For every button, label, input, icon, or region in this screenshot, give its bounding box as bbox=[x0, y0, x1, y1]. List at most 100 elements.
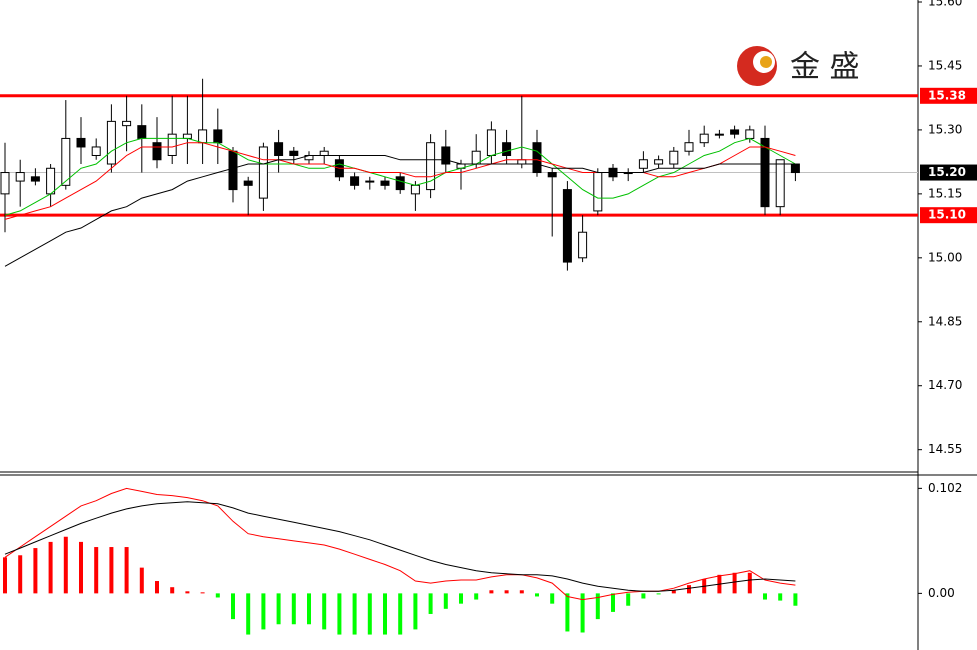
candle-body bbox=[669, 150, 679, 165]
candle-body bbox=[350, 176, 360, 186]
histogram-bar bbox=[200, 592, 205, 594]
candle-body bbox=[122, 120, 132, 127]
histogram-bar bbox=[626, 593, 631, 606]
candle-body bbox=[30, 176, 40, 182]
candle-body bbox=[167, 133, 177, 156]
histogram-bar bbox=[261, 593, 266, 630]
histogram-bar bbox=[398, 593, 403, 635]
histogram-bar bbox=[459, 593, 463, 604]
indicator-line bbox=[4, 137, 796, 216]
y-tick-label: 15.45 bbox=[928, 58, 962, 72]
histogram-bar bbox=[170, 587, 175, 594]
histogram-bar bbox=[367, 593, 372, 635]
candle-body bbox=[699, 133, 709, 144]
y-tick-label: 15.60 bbox=[928, 0, 962, 9]
indicator-line bbox=[4, 501, 796, 592]
candle-body bbox=[684, 142, 694, 152]
candle-body bbox=[760, 137, 770, 208]
histogram-bar bbox=[383, 593, 387, 635]
histogram-bar bbox=[428, 593, 433, 614]
histogram-bar bbox=[565, 593, 570, 632]
indicator-line bbox=[4, 142, 796, 220]
candle-body bbox=[182, 133, 192, 139]
logo-text: 金 盛 bbox=[790, 50, 860, 85]
level-label-box bbox=[920, 207, 977, 224]
candle-body bbox=[91, 146, 101, 156]
histogram-bar bbox=[352, 593, 357, 635]
histogram-bar bbox=[687, 585, 691, 594]
histogram-bar bbox=[307, 593, 311, 625]
histogram-bar bbox=[155, 581, 159, 594]
histogram-bar bbox=[611, 593, 615, 612]
candle-body bbox=[775, 159, 785, 208]
candle-body bbox=[790, 163, 800, 174]
candle-body bbox=[258, 146, 268, 199]
level-label: 15.20 bbox=[928, 165, 966, 179]
candle-body bbox=[61, 137, 71, 186]
candle-body bbox=[137, 125, 147, 139]
histogram-bar bbox=[550, 593, 555, 604]
y-tick-label: 15.30 bbox=[928, 122, 962, 136]
candle-body bbox=[15, 172, 25, 182]
candle-body bbox=[593, 172, 603, 212]
candle-body bbox=[486, 129, 496, 156]
histogram-bar bbox=[747, 572, 752, 594]
indicator-line bbox=[4, 487, 796, 601]
candle-body bbox=[426, 142, 436, 191]
histogram-bar bbox=[671, 590, 676, 594]
histogram-bar bbox=[139, 567, 144, 594]
histogram-bar bbox=[63, 536, 68, 594]
level-label: 15.38 bbox=[928, 88, 966, 102]
candle-body bbox=[517, 159, 527, 165]
histogram-bar bbox=[504, 590, 509, 594]
y-tick-label: 15.15 bbox=[928, 186, 962, 200]
histogram-bar bbox=[413, 593, 418, 630]
histogram-bar bbox=[18, 555, 23, 594]
candle-body bbox=[380, 180, 390, 186]
candle-body bbox=[152, 142, 162, 161]
histogram-bar bbox=[732, 572, 737, 594]
candle-body bbox=[274, 142, 284, 156]
histogram-bar bbox=[489, 590, 494, 594]
candle-body bbox=[745, 129, 755, 139]
candle-body bbox=[106, 120, 116, 165]
level-label: 15.10 bbox=[928, 208, 966, 222]
y-tick-label: 14.85 bbox=[928, 314, 962, 328]
candle-body bbox=[395, 176, 405, 191]
y-tick-label: 0.00 bbox=[928, 586, 955, 600]
histogram-bar bbox=[763, 593, 767, 600]
histogram-bar bbox=[109, 547, 114, 594]
histogram-bar bbox=[231, 593, 235, 620]
histogram-bar bbox=[656, 593, 661, 595]
candle-body bbox=[213, 129, 223, 144]
histogram-bar bbox=[124, 547, 129, 594]
candle-body bbox=[289, 150, 299, 156]
candle-body bbox=[532, 142, 542, 174]
histogram-bar bbox=[474, 593, 479, 600]
y-tick-label: 14.55 bbox=[928, 442, 962, 456]
candle-body bbox=[441, 146, 451, 165]
histogram-bar bbox=[79, 541, 83, 594]
candle-body bbox=[198, 129, 208, 144]
histogram-bar bbox=[185, 591, 190, 594]
y-tick-label: 15.00 bbox=[928, 250, 962, 264]
level-label-box bbox=[920, 87, 977, 104]
candle-body bbox=[46, 167, 56, 195]
candle-body bbox=[243, 180, 253, 186]
candle-body bbox=[76, 137, 86, 148]
candle-body bbox=[0, 172, 10, 195]
candle-body bbox=[502, 142, 512, 156]
histogram-bar bbox=[641, 593, 646, 599]
histogram-bar bbox=[291, 593, 296, 625]
candle-body bbox=[578, 231, 588, 259]
histogram-bar bbox=[322, 593, 327, 630]
y-tick-label: 0.102 bbox=[928, 481, 962, 495]
histogram-bar bbox=[519, 590, 524, 594]
indicator-line bbox=[4, 155, 796, 267]
candle-body bbox=[410, 184, 420, 195]
histogram-bar bbox=[580, 593, 585, 633]
histogram-bar bbox=[337, 593, 342, 635]
histogram-bar bbox=[595, 593, 600, 620]
